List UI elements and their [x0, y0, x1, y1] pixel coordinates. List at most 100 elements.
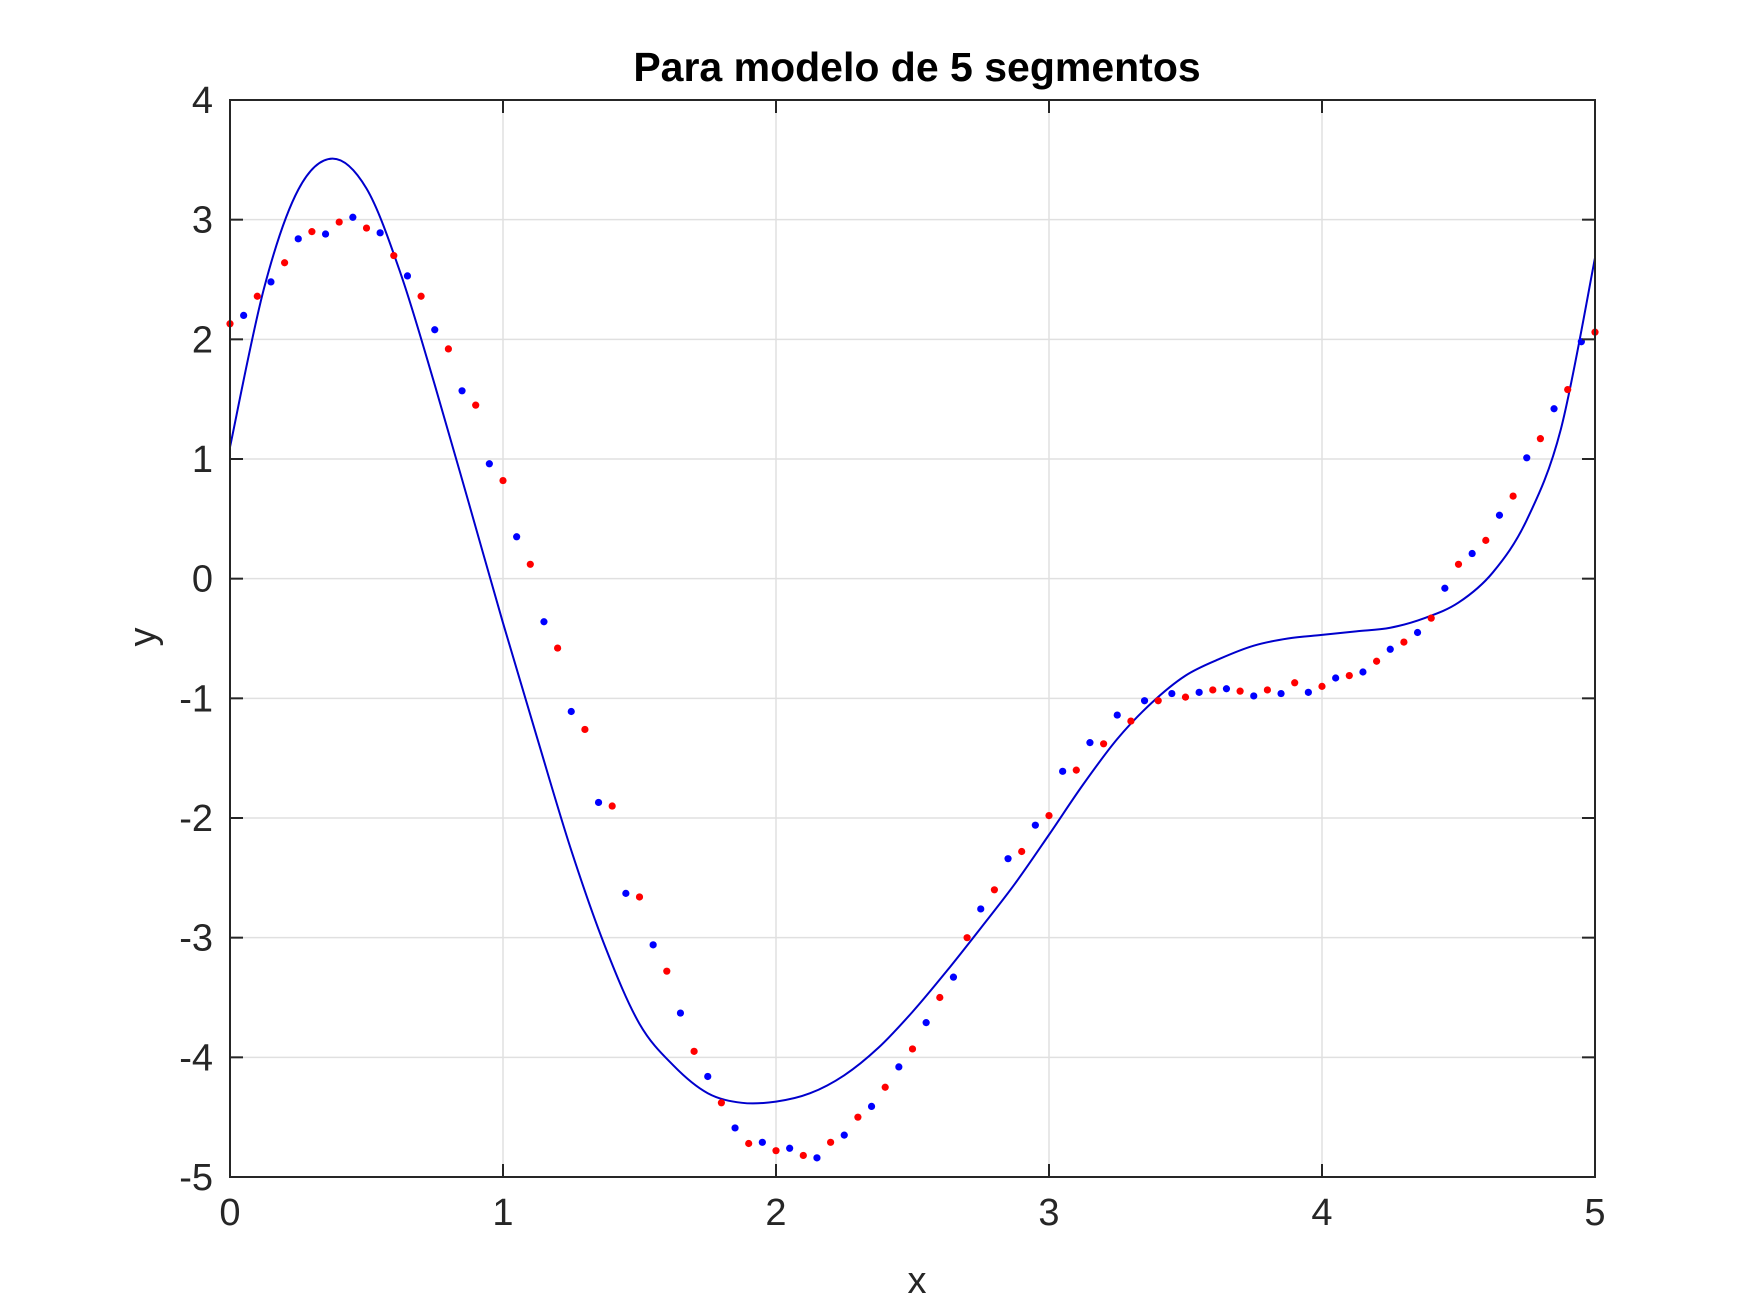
blue-data-point: [949, 973, 958, 981]
blue-data-point: [1195, 688, 1203, 696]
blue-data-point: [1550, 405, 1558, 413]
x-axis-label: x: [908, 1260, 927, 1302]
blue-data-point: [376, 229, 384, 237]
blue-data-point: [1332, 674, 1340, 682]
blue-data-point: [485, 460, 493, 468]
blue-data-point: [649, 941, 657, 949]
red-data-point: [444, 345, 452, 353]
blue-data-point: [513, 533, 521, 541]
blue-data-point: [594, 798, 603, 807]
red-data-point: [1154, 697, 1162, 705]
red-data-point: [635, 893, 644, 901]
red-data-point: [1263, 686, 1271, 694]
red-data-point: [608, 802, 616, 810]
blue-data-point: [1304, 688, 1312, 696]
blue-data-point: [240, 311, 248, 319]
blue-data-point: [1523, 454, 1531, 462]
red-data-point: [281, 259, 289, 267]
blue-data-point: [840, 1131, 848, 1139]
x-tick-label: 5: [1584, 1192, 1605, 1234]
red-data-point: [908, 1045, 917, 1053]
blue-data-point: [676, 1009, 685, 1017]
y-tick-label: 4: [192, 80, 213, 122]
y-tick-label: 0: [192, 559, 213, 601]
red-data-point: [963, 934, 971, 942]
red-data-point: [499, 476, 507, 485]
blue-data-point: [294, 235, 302, 243]
blue-data-point: [758, 1138, 766, 1146]
blue-data-point: [1441, 584, 1449, 592]
red-data-point: [1100, 740, 1108, 748]
red-data-point: [308, 228, 316, 236]
red-data-point: [1181, 693, 1190, 701]
red-data-point: [1018, 847, 1026, 856]
red-data-point: [1482, 536, 1490, 544]
red-data-point: [1291, 679, 1299, 687]
red-data-point: [690, 1047, 698, 1055]
red-data-point: [526, 560, 534, 568]
blue-data-point: [1059, 767, 1067, 775]
x-tick-label: 0: [219, 1192, 240, 1234]
blue-data-point: [1222, 685, 1231, 693]
red-data-point: [1509, 492, 1517, 500]
red-data-point: [1072, 766, 1080, 774]
red-data-point: [1564, 385, 1572, 394]
blue-data-point: [267, 278, 275, 286]
blue-data-point: [1140, 697, 1149, 705]
red-data-point: [717, 1099, 726, 1107]
blue-data-point: [895, 1063, 903, 1071]
y-tick-label: 1: [192, 439, 213, 481]
tick-labels: 0 1 2 3 4 5 -5 -4 -3 -2 -1 0 1 2 3 4: [179, 80, 1605, 1234]
plot-area: [230, 100, 1595, 1177]
red-data-point: [854, 1113, 862, 1121]
red-data-point: [1454, 560, 1463, 568]
blue-data-point: [1386, 645, 1394, 653]
points-group: [226, 213, 1599, 1162]
y-tick-label: 2: [192, 319, 213, 361]
red-data-point: [1236, 687, 1244, 695]
model-line-group: [229, 157, 1596, 1105]
red-data-point: [881, 1083, 889, 1091]
ticks: [229, 99, 1596, 1178]
y-tick-label: 3: [192, 200, 213, 242]
y-tick-label: -2: [179, 798, 213, 840]
blue-data-point: [1413, 628, 1422, 637]
blue-data-point: [1004, 855, 1012, 863]
blue-data-point: [458, 387, 466, 395]
red-data-point: [335, 218, 343, 226]
blue-data-point: [1359, 668, 1367, 676]
red-data-point: [581, 725, 589, 734]
blue-data-point: [1086, 739, 1094, 747]
red-data-point: [417, 292, 425, 300]
red-data-point: [663, 967, 671, 975]
red-data-point: [990, 886, 999, 894]
red-data-point: [1400, 638, 1408, 646]
red-data-point: [253, 292, 261, 300]
y-tick-label: -1: [179, 678, 213, 720]
red-data-point: [1536, 435, 1544, 443]
blue-data-point: [1168, 689, 1176, 698]
red-data-point: [1373, 657, 1381, 665]
y-tick-label: -4: [179, 1037, 213, 1079]
red-data-point: [1209, 686, 1217, 694]
blue-data-point: [1250, 692, 1258, 700]
blue-data-point: [1468, 549, 1476, 558]
blue-data-point: [1495, 511, 1504, 519]
blue-data-point: [567, 707, 575, 716]
blue-data-point: [349, 213, 357, 221]
blue-data-point: [431, 326, 439, 334]
red-data-point: [1318, 682, 1326, 690]
red-data-point: [745, 1139, 753, 1148]
model-line: [229, 157, 1596, 1105]
blue-data-point: [731, 1124, 739, 1132]
red-data-point: [1045, 812, 1053, 820]
x-tick-label: 1: [492, 1192, 513, 1234]
blue-data-point: [786, 1144, 794, 1152]
red-data-point: [936, 993, 944, 1002]
blue-data-point: [321, 230, 330, 238]
x-tick-label: 4: [1311, 1192, 1332, 1234]
red-data-point: [362, 224, 371, 232]
red-data-point: [472, 401, 480, 409]
blue-data-point: [622, 889, 630, 897]
